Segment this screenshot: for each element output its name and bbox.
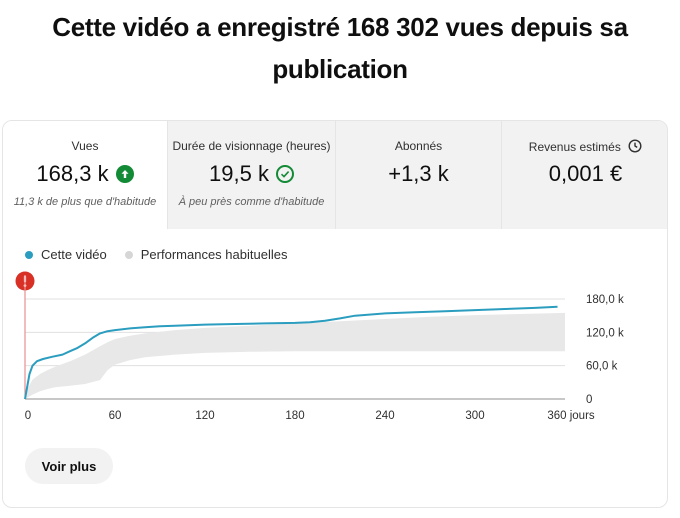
clock-icon bbox=[628, 139, 642, 153]
arrow-up-circle-icon bbox=[115, 165, 134, 183]
x-tick-label: 120 bbox=[195, 410, 214, 422]
alert-icon[interactable] bbox=[15, 271, 35, 291]
analytics-card: Vues 168,3 k 11,3 k de plus que d'habitu… bbox=[2, 120, 668, 508]
see-more-button[interactable]: Voir plus bbox=[25, 448, 113, 484]
metric-revenue-label: Revenus estimés bbox=[528, 140, 621, 154]
legend-typical[interactable]: Performances habituelles bbox=[124, 247, 288, 262]
y-tick-label: 120,0 k bbox=[586, 327, 624, 339]
legend-dot-this-video bbox=[25, 250, 33, 259]
x-tick-label: 180 bbox=[285, 410, 304, 422]
metric-watch-time-note: À peu près comme d'habitude bbox=[178, 196, 325, 208]
legend-dot-typical bbox=[124, 250, 133, 259]
metrics-row: Vues 168,3 k 11,3 k de plus que d'habitu… bbox=[3, 121, 667, 229]
y-tick-label: 0 bbox=[586, 394, 592, 406]
x-tick-label: 60 bbox=[109, 410, 122, 422]
x-tick-label: 300 bbox=[465, 410, 484, 422]
y-tick-label: 180,0 k bbox=[586, 294, 624, 306]
metric-subscribers-value: +1,3 k bbox=[388, 161, 449, 186]
metric-revenue[interactable]: Revenus estimés 0,001 € bbox=[502, 121, 667, 229]
metric-views[interactable]: Vues 168,3 k 11,3 k de plus que d'habitu… bbox=[3, 121, 168, 229]
legend-typical-label: Performances habituelles bbox=[140, 247, 288, 262]
x-tick-label: 360 jours bbox=[547, 410, 595, 422]
chart-legend: Cette vidéo Performances habituelles bbox=[25, 247, 287, 262]
metric-subscribers[interactable]: Abonnés +1,3 k bbox=[336, 121, 502, 229]
y-tick-label: 60,0 k bbox=[586, 361, 618, 373]
metric-revenue-value: 0,001 € bbox=[548, 161, 623, 186]
metric-views-value: 168,3 k bbox=[36, 161, 109, 186]
series-line-this-video bbox=[24, 305, 558, 400]
metric-subscribers-label: Abonnés bbox=[394, 139, 443, 153]
x-tick-label: 240 bbox=[375, 410, 394, 422]
metric-views-note: 11,3 k de plus que d'habitude bbox=[13, 196, 157, 208]
x-tick-label: 0 bbox=[25, 410, 31, 422]
legend-this-video-label: Cette vidéo bbox=[41, 247, 107, 262]
check-circle-icon bbox=[275, 165, 294, 183]
legend-this-video[interactable]: Cette vidéo bbox=[25, 247, 107, 262]
metric-views-label: Vues bbox=[71, 139, 99, 153]
page-title: Cette vidéo a enregistré 168 302 vues de… bbox=[52, 12, 628, 84]
metric-watch-time-label: Durée de visionnage (heures) bbox=[172, 139, 331, 153]
metric-watch-time[interactable]: Durée de visionnage (heures) 19,5 k À pe… bbox=[168, 121, 336, 229]
typical-performance-band bbox=[25, 312, 565, 399]
metric-watch-time-value: 19,5 k bbox=[209, 161, 269, 186]
